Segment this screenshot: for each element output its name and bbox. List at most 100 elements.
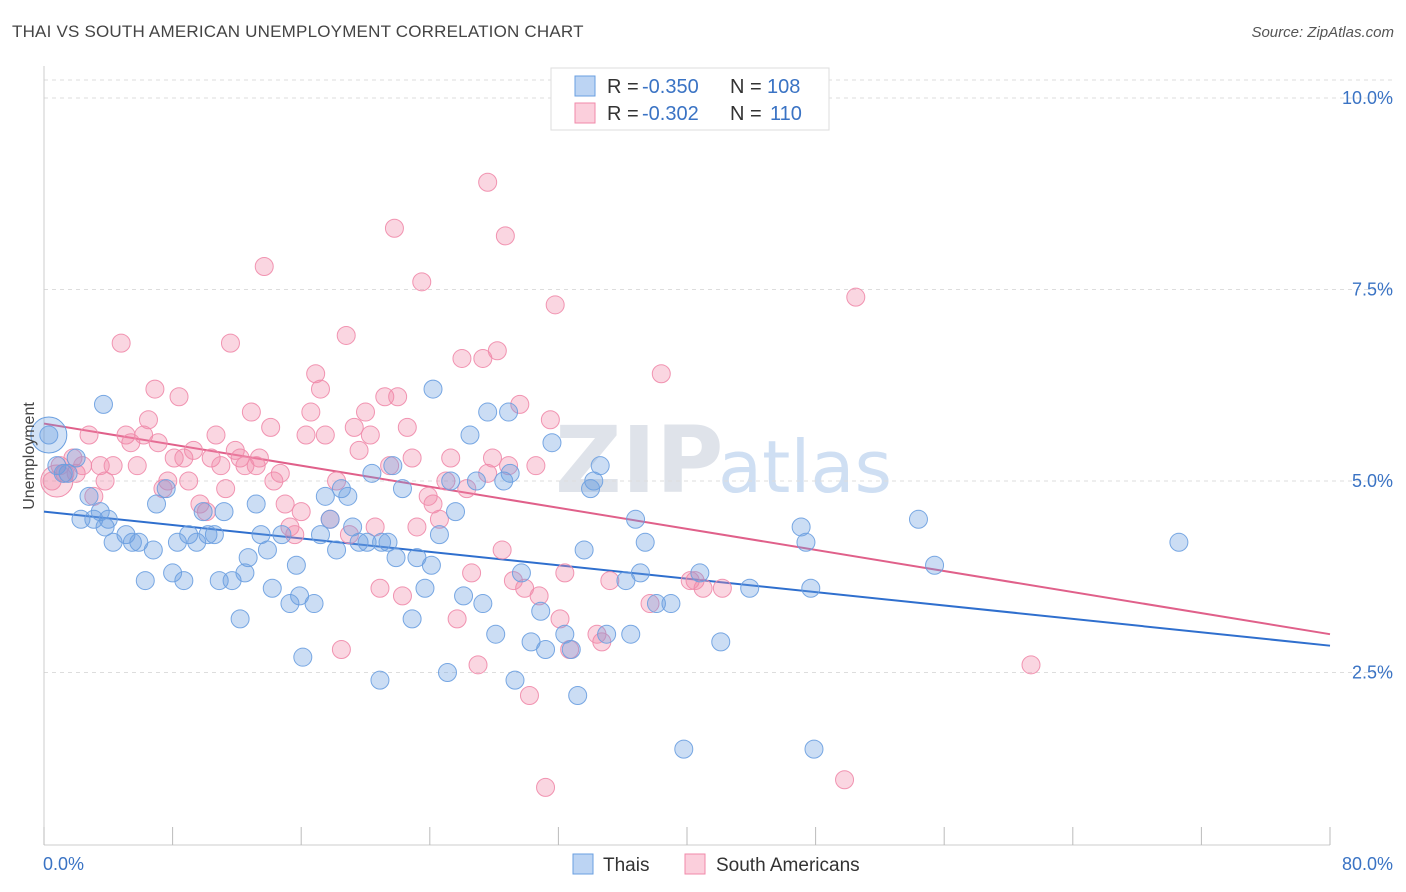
south-americans-point: [402, 448, 422, 468]
south-americans-point: [206, 425, 226, 445]
x-tick-label-max: 80.0%: [1342, 854, 1393, 874]
south-americans-point: [360, 425, 380, 445]
south-americans-point: [407, 517, 427, 537]
thais-point: [630, 563, 650, 583]
sa-n-label: N =: [730, 103, 762, 125]
thais-point: [338, 486, 358, 506]
thais-point: [542, 433, 562, 453]
thais-point: [257, 540, 277, 560]
south-americans-point: [164, 448, 184, 468]
thais-point: [791, 517, 811, 537]
thais-legend-swatch: [574, 75, 596, 97]
thais-point: [505, 670, 525, 690]
thais-point: [494, 471, 514, 491]
south-americans-point: [158, 471, 178, 491]
thais-point: [621, 624, 641, 644]
thais-point: [635, 532, 655, 552]
thais-point: [925, 555, 945, 575]
thais-point: [47, 456, 67, 476]
thais-point: [801, 578, 821, 598]
watermark-atlas: atlas: [718, 425, 892, 509]
south-americans-point: [370, 578, 390, 598]
thais-point: [143, 540, 163, 560]
y-tick-labels: 2.5% 5.0% 7.5% 10.0%: [1342, 88, 1393, 683]
south-americans-point: [127, 456, 147, 476]
south-americans-point: [148, 433, 168, 453]
south-americans-point: [179, 471, 199, 491]
south-americans-point: [264, 471, 284, 491]
top-legend: R = -0.350 N = 108 R = -0.302 N = 110: [550, 67, 830, 131]
south-americans-point: [301, 402, 321, 422]
south-americans-point: [246, 456, 266, 476]
south-americans-point: [436, 471, 456, 491]
south-americans-point: [487, 341, 507, 361]
thais-r-value: -0.350: [642, 76, 699, 98]
thais-point: [90, 502, 110, 522]
thais-point: [79, 486, 99, 506]
sa-r-value: -0.302: [642, 103, 699, 125]
x-tick-label-min: 0.0%: [43, 854, 84, 874]
thais-point: [597, 624, 617, 644]
thais-point: [95, 517, 115, 537]
watermark-zip: ZIP: [555, 407, 723, 514]
south-americans-point: [478, 172, 498, 192]
south-americans-point: [555, 563, 575, 583]
south-americans-point: [846, 287, 866, 307]
thais-point: [147, 494, 167, 514]
bottom-legend-sa-label: South Americans: [716, 855, 860, 876]
south-americans-point: [291, 502, 311, 522]
thais-point: [331, 479, 351, 499]
thais-point: [386, 548, 406, 568]
south-americans-point: [388, 387, 408, 407]
thais-point: [486, 624, 506, 644]
bottom-legend-sa-swatch: [684, 853, 706, 875]
south-americans-point: [275, 494, 295, 514]
south-americans-point: [95, 471, 115, 491]
trendlines: [43, 422, 1331, 647]
thais-point: [392, 479, 412, 499]
south-americans-point: [190, 494, 210, 514]
thais-point: [167, 532, 187, 552]
bottom-legend: Thais South Americans: [572, 853, 860, 876]
axes: [43, 66, 1331, 846]
thais-point: [327, 540, 347, 560]
thais-point: [235, 563, 255, 583]
south-americans-point: [392, 586, 412, 606]
south-americans-point: [336, 325, 356, 345]
thais-point: [531, 601, 551, 621]
top-legend-box: [550, 67, 830, 131]
thais-point: [310, 525, 330, 545]
south-americans-points: [40, 172, 1041, 797]
thais-point: [286, 555, 306, 575]
thais-point: [446, 502, 466, 522]
south-americans-point: [1021, 655, 1041, 675]
thais-point: [473, 594, 493, 614]
south-americans-point: [211, 456, 231, 476]
thais-point: [581, 479, 601, 499]
south-americans-point: [111, 333, 131, 353]
thais-point: [193, 502, 213, 522]
south-americans-point: [478, 463, 498, 483]
thais-point: [646, 594, 666, 614]
watermark: ZIP atlas: [555, 407, 892, 514]
south-americans-point: [540, 410, 560, 430]
thais-point: [415, 578, 435, 598]
south-americans-point: [344, 417, 364, 437]
thais-trendline: [43, 510, 1331, 647]
thais-point: [362, 463, 382, 483]
thais-r-label: R =: [607, 76, 639, 98]
south-americans-point: [492, 540, 512, 560]
thais-point: [478, 402, 498, 422]
thais-point: [423, 379, 443, 399]
south-americans-point: [462, 563, 482, 583]
thais-point: [238, 548, 258, 568]
thais-point: [626, 509, 646, 529]
south-americans-point: [447, 609, 467, 629]
south-americans-point: [201, 448, 221, 468]
thais-points: [30, 379, 1189, 759]
south-americans-point: [495, 226, 515, 246]
thais-point: [804, 739, 824, 759]
thais-point: [320, 509, 340, 529]
thais-point: [204, 525, 224, 545]
south-americans-point: [356, 402, 375, 422]
